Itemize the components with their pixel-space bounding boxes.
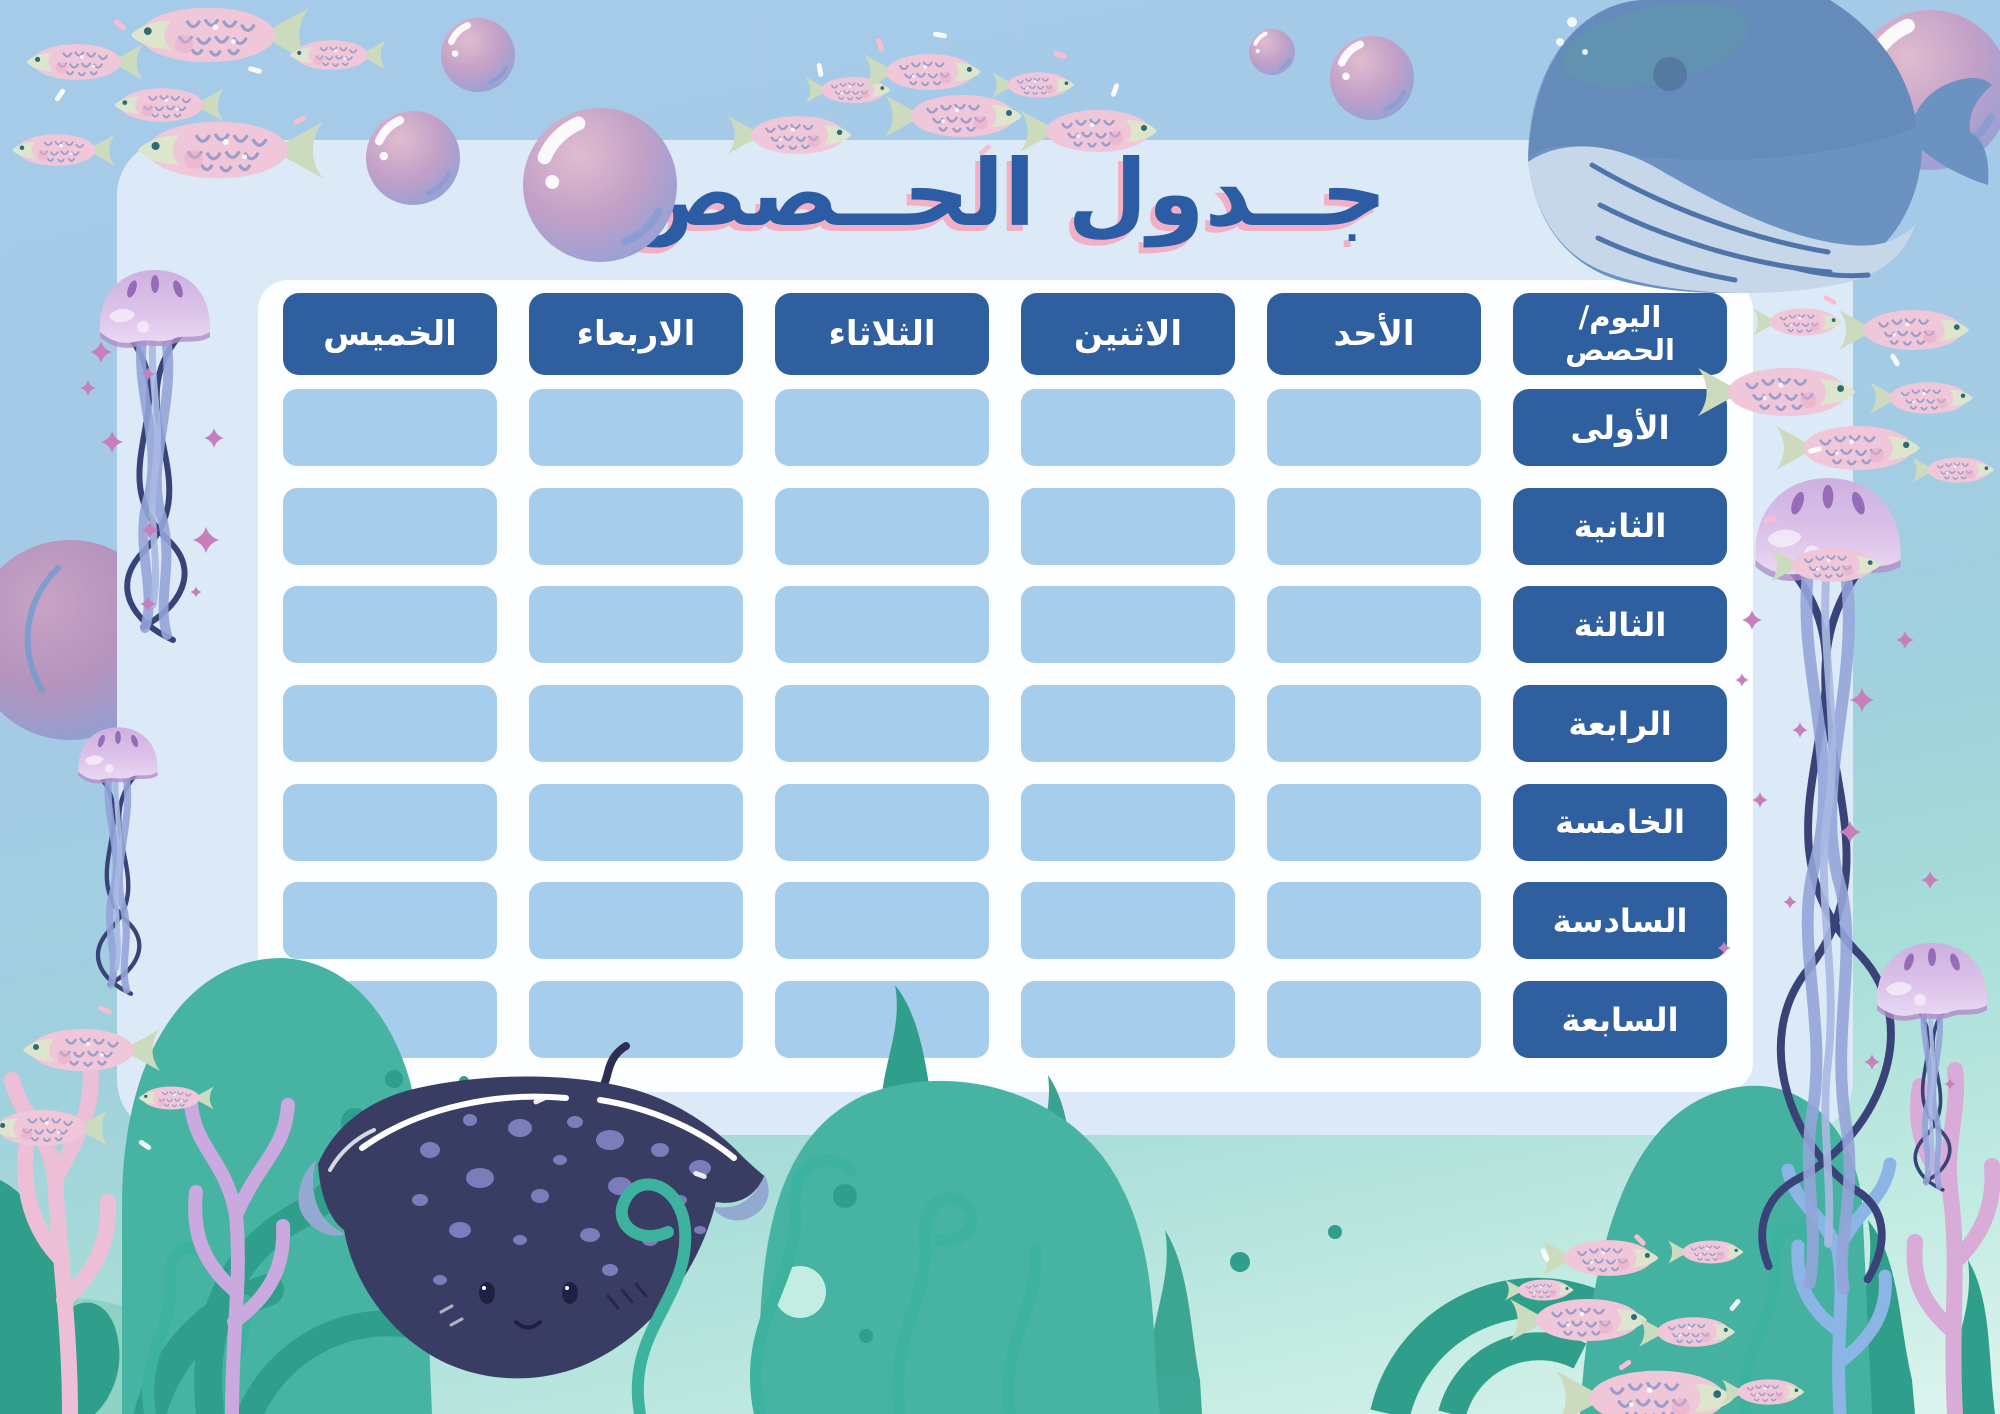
schedule-cell[interactable] bbox=[1021, 487, 1235, 565]
schedule-cell[interactable] bbox=[1267, 487, 1481, 565]
corner-header-line1: اليوم/ bbox=[1578, 299, 1662, 334]
schedule-cell[interactable] bbox=[775, 783, 989, 861]
schedule-cell[interactable] bbox=[283, 389, 497, 466]
schedule-cell[interactable] bbox=[1021, 586, 1235, 664]
schedule-cell[interactable] bbox=[283, 586, 497, 664]
schedule-cell[interactable] bbox=[1021, 389, 1235, 466]
schedule-cell[interactable] bbox=[283, 882, 497, 960]
schedule-cell[interactable] bbox=[1021, 981, 1235, 1059]
period-label-7: السابعة bbox=[1513, 981, 1727, 1059]
schedule-cell[interactable] bbox=[1021, 882, 1235, 960]
schedule-grid: الأولى الثانية الثالثة الرابعة الخامسة ا… bbox=[283, 389, 1727, 1059]
schedule-cell[interactable] bbox=[775, 981, 989, 1059]
schedule-cell[interactable] bbox=[283, 487, 497, 565]
schedule-panel bbox=[258, 280, 1753, 1092]
schedule-cell[interactable] bbox=[529, 882, 743, 960]
day-header-thursday: الخميس bbox=[283, 293, 497, 375]
schedule-cell[interactable] bbox=[1267, 882, 1481, 960]
schedule-cell[interactable] bbox=[775, 882, 989, 960]
schedule-cell[interactable] bbox=[529, 487, 743, 565]
schedule-cell[interactable] bbox=[775, 685, 989, 763]
schedule-cell[interactable] bbox=[775, 487, 989, 565]
schedule-cell[interactable] bbox=[1021, 783, 1235, 861]
period-label-5: الخامسة bbox=[1513, 783, 1727, 861]
schedule-cell[interactable] bbox=[283, 981, 497, 1059]
schedule-cell[interactable] bbox=[1267, 685, 1481, 763]
schedule-cell[interactable] bbox=[529, 685, 743, 763]
day-header-row: اليوم/ الحصص الأحد الاثنين الثلاثاء الار… bbox=[283, 293, 1727, 375]
period-label-1: الأولى bbox=[1513, 389, 1727, 466]
schedule-cell[interactable] bbox=[529, 783, 743, 861]
period-label-6: السادسة bbox=[1513, 882, 1727, 960]
schedule-cell[interactable] bbox=[775, 586, 989, 664]
period-label-2: الثانية bbox=[1513, 487, 1727, 565]
schedule-cell[interactable] bbox=[1267, 981, 1481, 1059]
page-title: جــدول الحــصص bbox=[624, 139, 1387, 247]
day-header-tuesday: الثلاثاء bbox=[775, 293, 989, 375]
schedule-cell[interactable] bbox=[1267, 389, 1481, 466]
day-header-monday: الاثنين bbox=[1021, 293, 1235, 375]
schedule-cell[interactable] bbox=[775, 389, 989, 466]
schedule-cell[interactable] bbox=[529, 586, 743, 664]
schedule-cell[interactable] bbox=[529, 981, 743, 1059]
schedule-cell[interactable] bbox=[283, 685, 497, 763]
seaweed-icon bbox=[142, 1154, 1816, 1414]
corner-header-line2: الحصص bbox=[1565, 333, 1675, 367]
schedule-cell[interactable] bbox=[1267, 586, 1481, 664]
day-header-wednesday: الاربعاء bbox=[529, 293, 743, 375]
corner-header: اليوم/ الحصص bbox=[1513, 293, 1727, 375]
schedule-cell[interactable] bbox=[529, 389, 743, 466]
schedule-cell[interactable] bbox=[1267, 783, 1481, 861]
day-header-sunday: الأحد bbox=[1267, 293, 1481, 375]
schedule-cell[interactable] bbox=[283, 783, 497, 861]
schedule-cell[interactable] bbox=[1021, 685, 1235, 763]
period-label-3: الثالثة bbox=[1513, 586, 1727, 664]
period-label-4: الرابعة bbox=[1513, 685, 1727, 763]
